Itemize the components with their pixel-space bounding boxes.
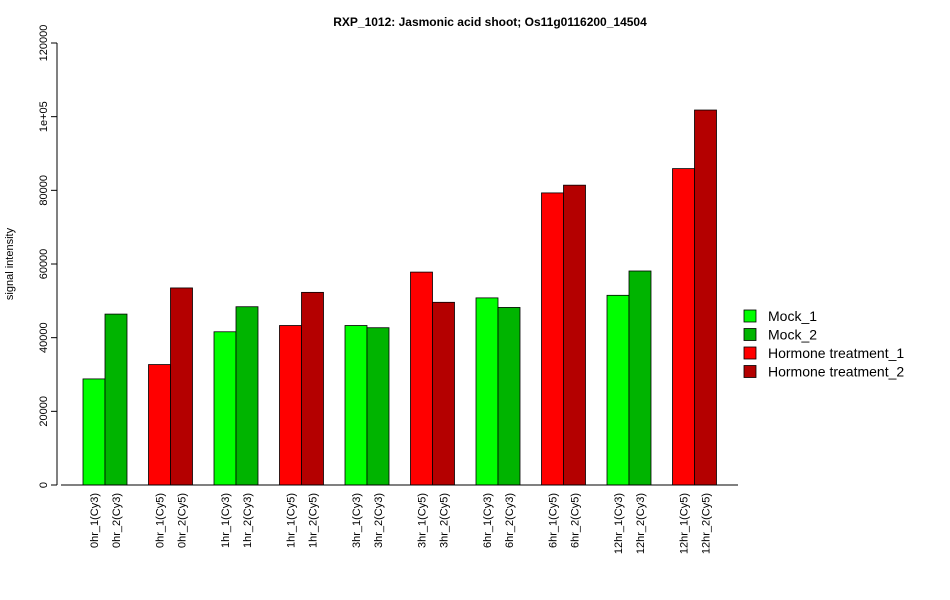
x-tick-label: 1hr_2(Cy5) — [308, 493, 320, 548]
bar — [432, 301, 455, 486]
bar — [366, 327, 390, 486]
legend-swatch — [743, 309, 757, 323]
x-tick-labels: 0hr_1(Cy3) 0hr_2(Cy3) 0hr_1(Cy5) 0hr_2(Cy5)… — [89, 493, 713, 554]
y-tick-label: 0 — [38, 482, 50, 488]
y-tick-label: 60000 — [38, 249, 50, 280]
bar — [104, 313, 128, 486]
bar — [148, 364, 171, 486]
y-axis-label: signal intensity — [4, 227, 16, 300]
bar — [672, 168, 695, 486]
x-tick-label: 12hr_2(Cy3) — [635, 493, 647, 554]
bar — [497, 307, 521, 486]
bar — [279, 325, 302, 486]
y-tick-label: 40000 — [38, 322, 50, 353]
x-tick-label: 1hr_1(Cy3) — [220, 493, 232, 548]
bar — [563, 184, 586, 486]
x-tick-label: 1hr_1(Cy5) — [286, 493, 298, 548]
legend-label: Mock_1 — [768, 308, 817, 324]
x-tick-label: 12hr_1(Cy5) — [679, 493, 691, 554]
x-tick-label: 3hr_2(Cy3) — [373, 493, 385, 548]
bar — [475, 297, 499, 486]
legend-label: Hormone treatment_1 — [768, 345, 904, 361]
bar — [541, 192, 564, 486]
x-tick-label: 12hr_1(Cy3) — [613, 493, 625, 554]
x-tick-label: 1hr_2(Cy3) — [242, 493, 254, 548]
bar — [301, 291, 324, 486]
bar — [344, 325, 368, 486]
x-tick-label: 0hr_1(Cy3) — [89, 493, 101, 548]
y-axis: 0 20000 40000 60000 80000 1e+05 120000 — [38, 25, 58, 488]
bar — [170, 287, 193, 486]
bar — [213, 331, 237, 486]
x-tick-label: 0hr_2(Cy5) — [177, 493, 189, 548]
y-tick-label: 1e+05 — [38, 101, 50, 132]
legend-label: Hormone treatment_2 — [768, 364, 904, 380]
x-tick-label: 0hr_2(Cy3) — [111, 493, 123, 548]
x-tick-label: 0hr_1(Cy5) — [155, 493, 167, 548]
y-tick-label: 20000 — [38, 396, 50, 427]
x-tick-label: 6hr_2(Cy3) — [504, 493, 516, 548]
bar — [628, 270, 652, 486]
legend-swatch — [743, 346, 757, 360]
x-tick-label: 3hr_1(Cy3) — [351, 493, 363, 548]
x-tick-label: 3hr_2(Cy5) — [439, 493, 451, 548]
x-tick-label: 6hr_2(Cy5) — [570, 493, 582, 548]
bar — [606, 294, 630, 486]
x-tick-label: 6hr_1(Cy5) — [548, 493, 560, 548]
bar — [410, 271, 433, 486]
y-tick-label: 80000 — [38, 175, 50, 206]
x-tick-label: 3hr_1(Cy5) — [417, 493, 429, 548]
x-tick-label: 6hr_1(Cy3) — [482, 493, 494, 548]
bar — [82, 378, 106, 486]
bars-group — [82, 109, 717, 486]
bar — [235, 306, 259, 486]
legend-swatch — [743, 328, 757, 341]
chart-title: RXP_1012: Jasmonic acid shoot; Os11g0116… — [333, 15, 647, 29]
legend: Mock_1 Mock_2 Hormone treatment_1 Hormone t… — [743, 308, 904, 380]
bar — [694, 109, 717, 486]
y-tick-label: 120000 — [38, 25, 50, 62]
legend-swatch — [743, 365, 757, 378]
x-tick-label: 12hr_2(Cy5) — [701, 493, 713, 554]
legend-label: Mock_2 — [768, 327, 817, 343]
